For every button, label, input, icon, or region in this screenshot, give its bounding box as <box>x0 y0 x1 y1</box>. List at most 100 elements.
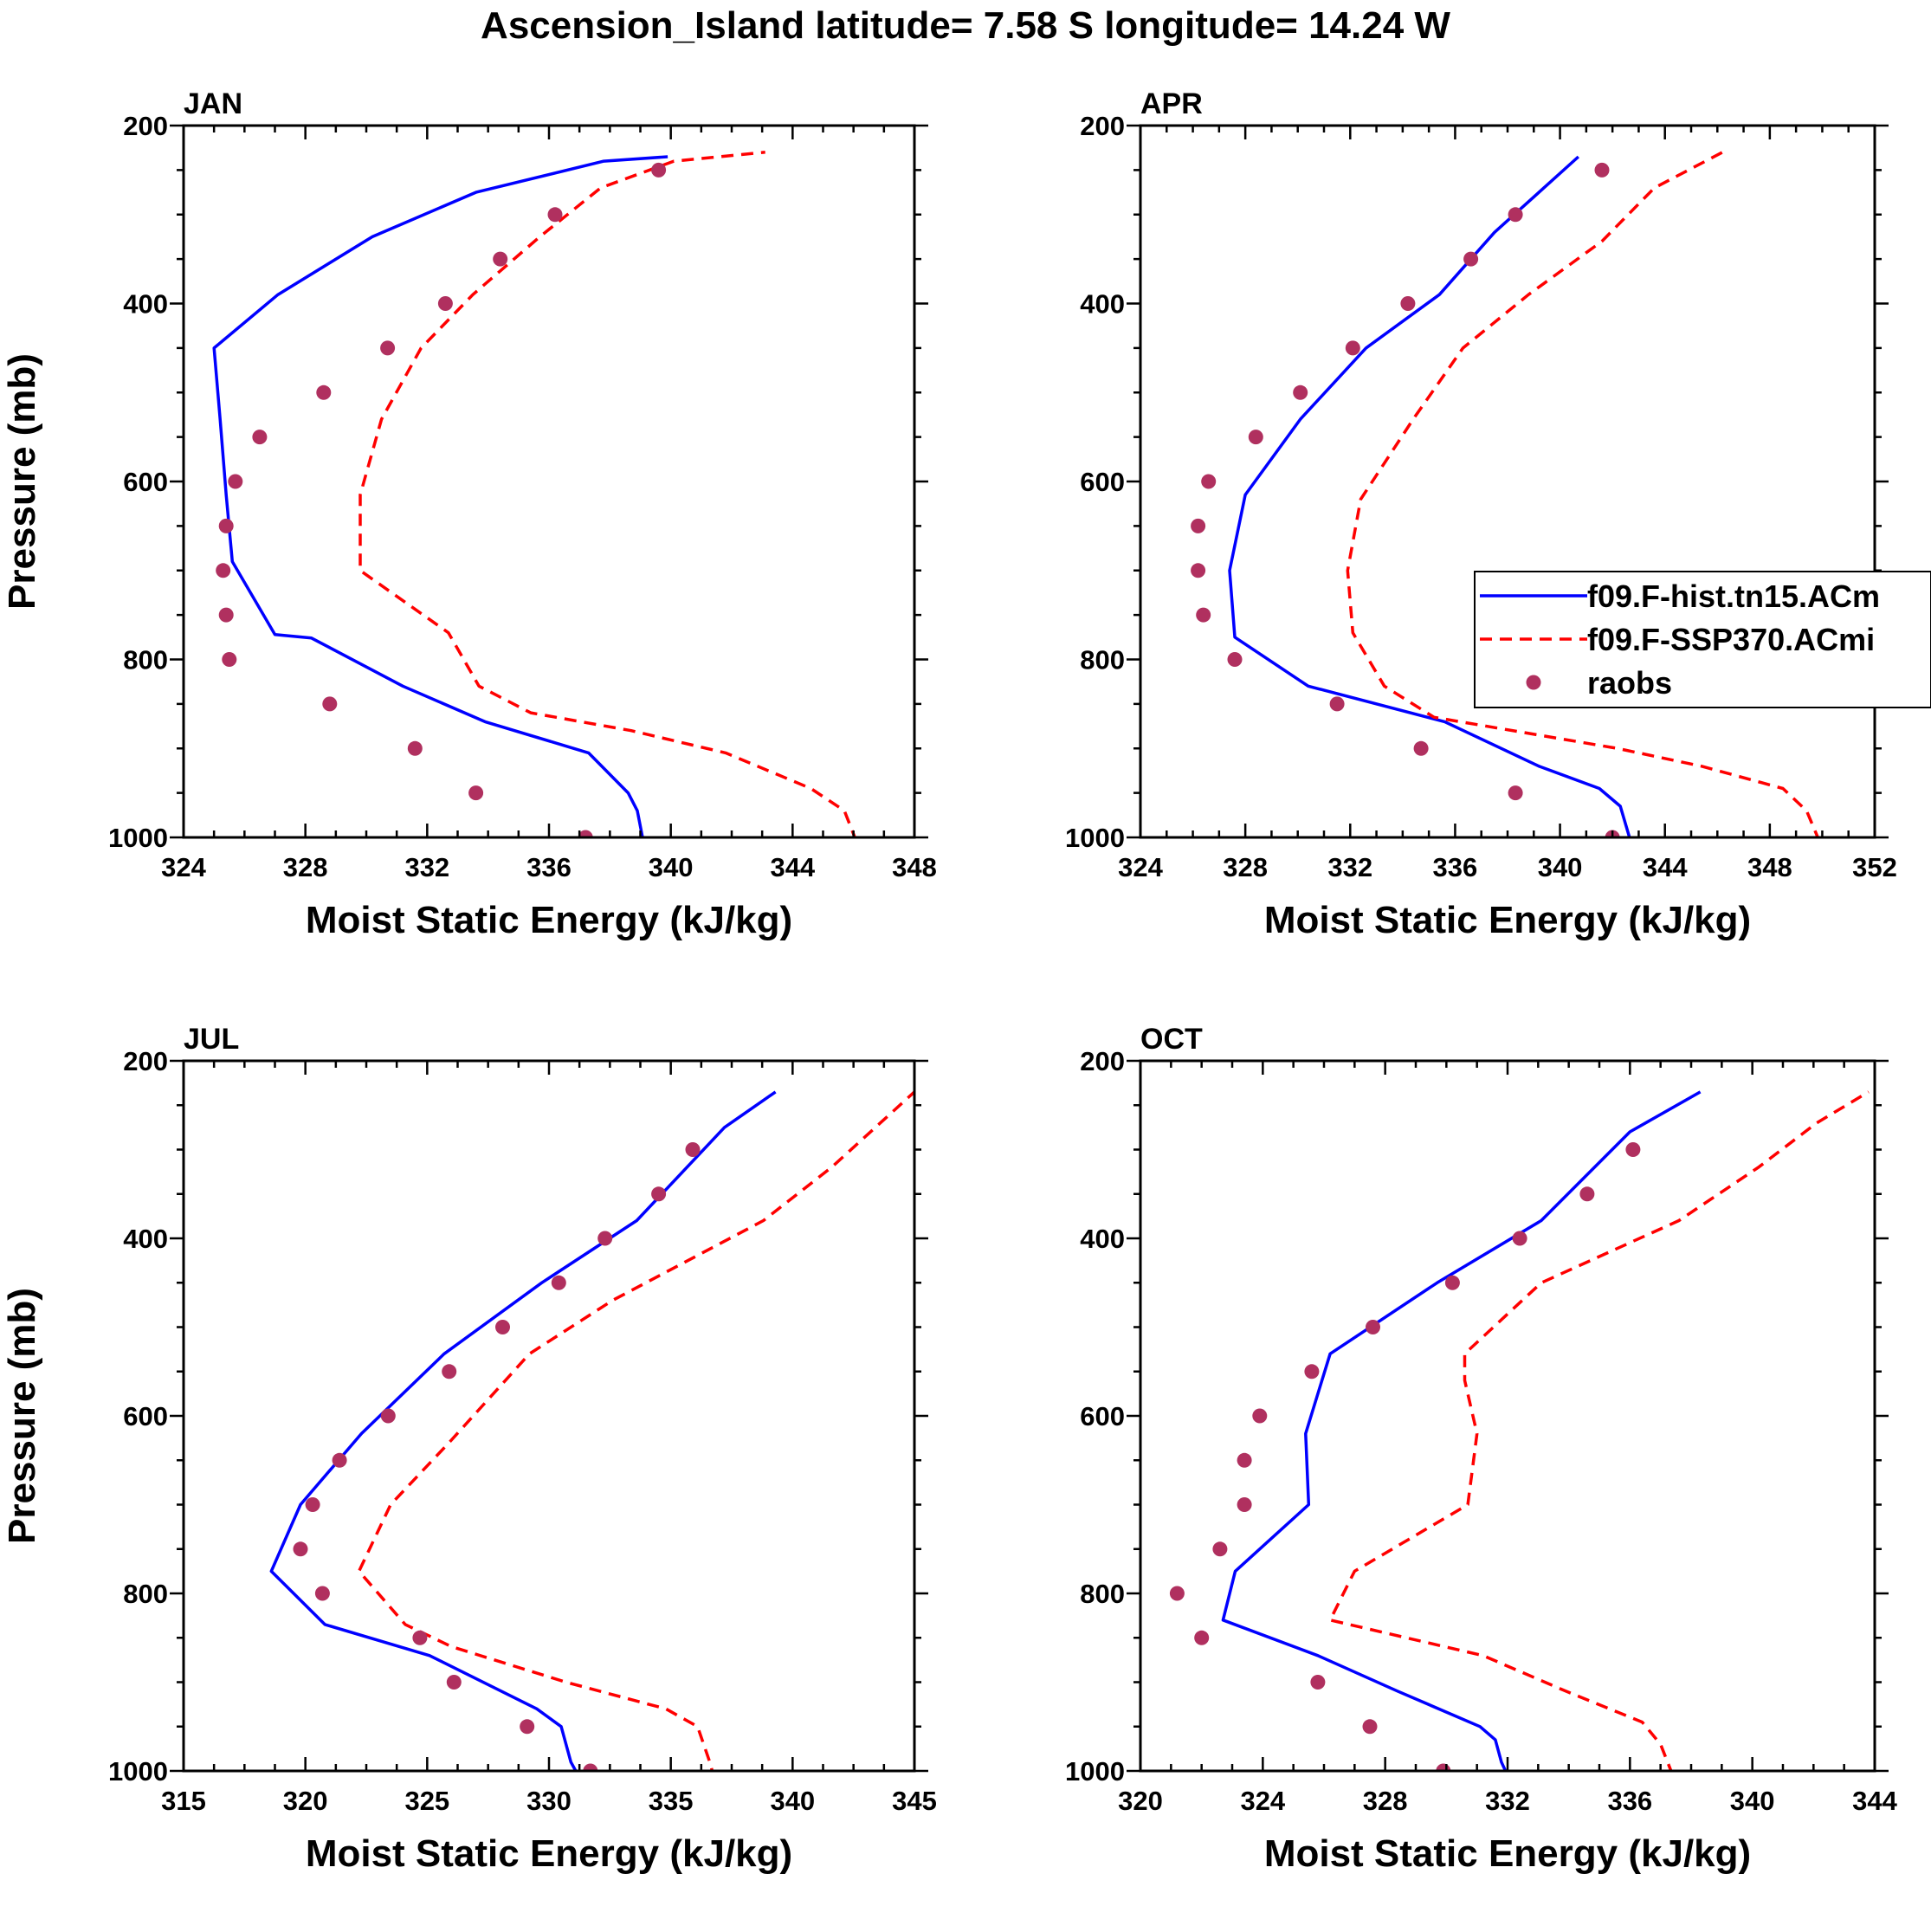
plot-frame <box>182 1059 916 1773</box>
y-tick-label: 600 <box>1080 1401 1125 1431</box>
raobs-point <box>228 474 243 489</box>
raobs-point <box>442 1364 457 1380</box>
raobs-point <box>1248 430 1263 445</box>
panels: JAN 324 328 332 336 340 344 348 200 400 600 800 1000… <box>1 87 1931 1875</box>
raobs-point <box>1512 1231 1527 1246</box>
raobs-point <box>495 1320 510 1334</box>
raobs-point <box>1201 474 1217 489</box>
raobs-point <box>1625 1142 1641 1157</box>
y-axis-label: Pressure (mb) <box>1 1288 43 1544</box>
raobs-point <box>1237 1452 1252 1468</box>
raobs-point <box>1508 207 1523 223</box>
x-tick-label: 315 <box>161 1786 206 1816</box>
x-tick-label: 324 <box>161 852 206 882</box>
x-axis-label: Moist Static Energy (kJ/kg) <box>1264 1832 1751 1875</box>
raobs-point <box>1310 1675 1326 1690</box>
raobs-point <box>468 785 484 801</box>
y-axis-label: Pressure (mb) <box>1 353 43 610</box>
y-tick-label: 1000 <box>108 1756 168 1787</box>
figure-title: Ascension_Island latitude= 7.58 S longit… <box>481 4 1450 47</box>
raobs-point <box>1194 1630 1210 1645</box>
plot-series <box>1191 151 1820 837</box>
raobs-point <box>551 1275 566 1290</box>
raobs-point <box>1594 162 1610 178</box>
raobs-point <box>332 1452 347 1468</box>
raobs-point <box>1293 384 1308 400</box>
raobs-point <box>547 207 563 223</box>
x-tick-label: 340 <box>649 852 694 882</box>
x-tick-label: 320 <box>283 1786 328 1816</box>
x-tick-label: 325 <box>404 1786 449 1816</box>
x-tick-label: 340 <box>1730 1786 1775 1816</box>
x-tick-label: 328 <box>283 852 328 882</box>
raobs-point <box>216 563 231 578</box>
raobs-point <box>1508 785 1523 801</box>
y-tick-label: 600 <box>123 1401 168 1431</box>
y-tick-label: 200 <box>1080 111 1125 141</box>
hist-series-line <box>1221 1090 1702 1771</box>
raobs-point <box>578 830 593 837</box>
plot-series <box>1169 1090 1870 1771</box>
ssp370-series-line <box>357 1089 914 1771</box>
raobs-point <box>1366 1320 1380 1334</box>
raobs-point <box>1191 518 1206 533</box>
legend-label: raobs <box>1587 665 1672 701</box>
raobs-point <box>1413 740 1429 756</box>
y-tick-label: 1000 <box>108 823 168 853</box>
x-tick-label: 348 <box>1747 852 1792 882</box>
raobs-point <box>1400 296 1416 311</box>
raobs-point <box>222 652 237 667</box>
raobs-point <box>305 1497 320 1512</box>
chart-panel-apr: APR 324 328 332 336 340 344 348 352 200 400 600 800 1… <box>1065 87 1931 941</box>
y-tick-label: 200 <box>1080 1046 1125 1076</box>
panel-title: JUL <box>184 1023 239 1056</box>
raobs-point <box>651 162 667 178</box>
ssp370-series-line <box>1346 151 1820 837</box>
panel-title: JAN <box>184 87 242 120</box>
panel-title: OCT <box>1140 1023 1203 1056</box>
x-axis-label: Moist Static Energy (kJ/kg) <box>306 1832 792 1875</box>
raobs-point <box>1579 1186 1595 1202</box>
raobs-point <box>1304 1364 1320 1380</box>
raobs-point <box>1169 1586 1185 1601</box>
y-tick-label: 800 <box>123 1579 168 1609</box>
y-tick-label: 600 <box>1080 467 1125 497</box>
raobs-point <box>252 430 268 445</box>
raobs-point <box>651 1186 667 1202</box>
raobs-point <box>316 384 332 400</box>
raobs-point <box>314 1586 330 1601</box>
raobs-point <box>446 1675 462 1690</box>
raobs-point <box>218 518 234 533</box>
raobs-point <box>1227 652 1243 667</box>
legend: f09.F-hist.tn15.ACm f09.F-SSP370.ACmi raob… <box>1474 571 1931 708</box>
x-tick-label: 328 <box>1363 1786 1408 1816</box>
y-tick-label: 800 <box>1080 1579 1125 1609</box>
plot-frame <box>182 124 916 839</box>
x-tick-label: 336 <box>1433 852 1478 882</box>
raobs-point <box>493 251 508 267</box>
x-axis-label: Moist Static Energy (kJ/kg) <box>1264 899 1751 941</box>
x-tick-label: 352 <box>1852 852 1897 882</box>
x-tick-label: 320 <box>1118 1786 1163 1816</box>
legend-label: f09.F-hist.tn15.ACm <box>1587 578 1880 614</box>
x-tick-label: 340 <box>770 1786 815 1816</box>
legend-marker <box>1526 675 1541 690</box>
y-tick-label: 400 <box>1080 1224 1125 1254</box>
raobs-point <box>322 696 338 712</box>
x-tick-label: 344 <box>770 852 815 882</box>
y-tick-label: 400 <box>123 289 168 320</box>
y-tick-label: 200 <box>123 1046 168 1076</box>
raobs-point <box>1329 696 1345 712</box>
x-tick-label: 344 <box>1643 852 1688 882</box>
y-tick-label: 1000 <box>1065 823 1125 853</box>
raobs-point <box>412 1630 428 1645</box>
raobs-point <box>597 1231 613 1246</box>
y-tick-label: 1000 <box>1065 1756 1125 1787</box>
raobs-point <box>1196 607 1211 623</box>
x-tick-label: 330 <box>526 1786 572 1816</box>
raobs-point <box>380 340 396 356</box>
chart-panel-oct: OCT 320 324 328 332 336 340 344 200 400 600 800 1000… <box>1065 1023 1898 1875</box>
chart-panel-jan: JAN 324 328 332 336 340 344 348 200 400 600 800 1000… <box>1 87 937 941</box>
ssp370-series-line <box>1328 1090 1870 1771</box>
